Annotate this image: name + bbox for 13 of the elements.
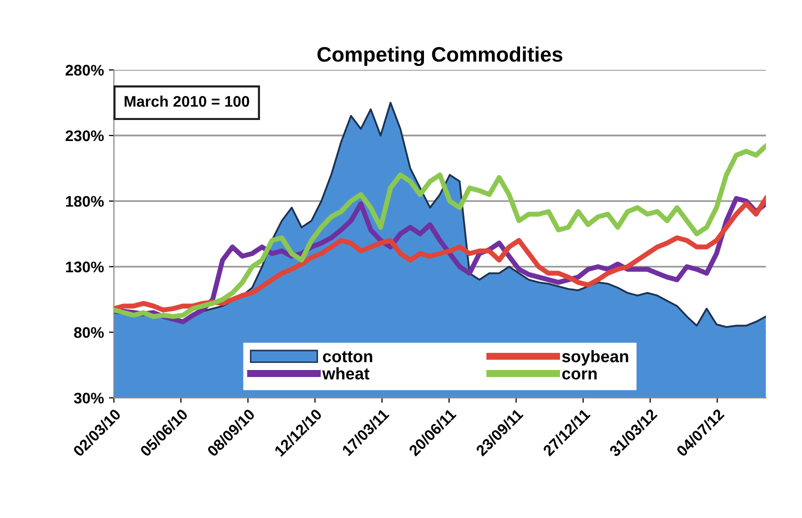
y-tick-label: 130%: [66, 262, 104, 272]
y-tick-label: 30%: [74, 392, 104, 404]
line-series: [114, 144, 766, 319]
annotation: March 2010 = 100: [124, 96, 250, 107]
chart-title: Competing Commodities: [317, 46, 562, 66]
legend-label: cotton: [322, 351, 372, 362]
legend-label: wheat: [322, 367, 370, 380]
legend-label: corn: [562, 370, 597, 380]
legend-label: soybean: [562, 350, 628, 366]
y-tick-label: 80%: [74, 327, 104, 338]
y-tick-label: 280%: [66, 64, 104, 76]
y-tick-label: 230%: [66, 130, 104, 142]
y-tick-label: 180%: [66, 196, 104, 207]
